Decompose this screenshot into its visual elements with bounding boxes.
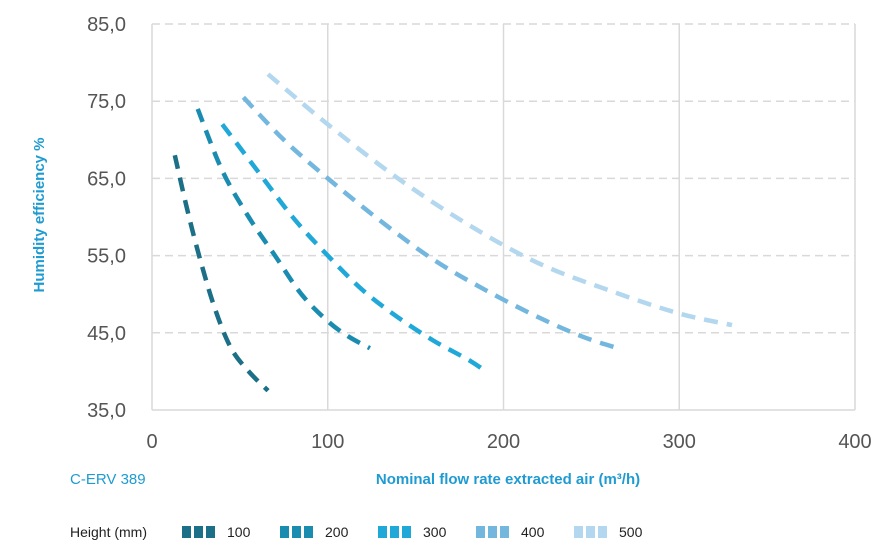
legend-item-500: 500 bbox=[574, 524, 643, 540]
y-tick-label: 75,0 bbox=[87, 91, 126, 113]
x-tick-label: 200 bbox=[487, 431, 520, 453]
x-tick-label: 100 bbox=[311, 431, 344, 453]
legend-label: 500 bbox=[619, 524, 643, 540]
series-line-400 bbox=[241, 95, 619, 351]
series-line-100 bbox=[172, 154, 270, 393]
legend-swatch bbox=[402, 526, 411, 538]
legend-item-400: 400 bbox=[476, 524, 545, 540]
legend-label: 100 bbox=[227, 524, 251, 540]
legend-swatch bbox=[586, 526, 595, 538]
legend-title: Height (mm) bbox=[70, 524, 147, 540]
tick-labels: 35,0 45,0 55,0 65,0 75,0 85,0 0 100 200 300 400 bbox=[87, 14, 872, 453]
legend-item-300: 300 bbox=[378, 524, 447, 540]
legend-swatch bbox=[390, 526, 399, 538]
y-tick-label: 35,0 bbox=[87, 400, 126, 422]
x-tick-label: 400 bbox=[838, 431, 871, 453]
legend-label: 300 bbox=[423, 524, 447, 540]
x-tick-label: 0 bbox=[146, 431, 157, 453]
legend: Height (mm) 100 200 300 400 500 bbox=[70, 524, 643, 540]
x-axis-label: Nominal flow rate extracted air (m³/h) bbox=[376, 471, 640, 488]
legend-label: 400 bbox=[521, 524, 545, 540]
legend-swatch bbox=[292, 526, 301, 538]
legend-swatch bbox=[598, 526, 607, 538]
legend-swatch bbox=[476, 526, 485, 538]
legend-swatch bbox=[304, 526, 313, 538]
y-tick-label: 55,0 bbox=[87, 246, 126, 268]
grid bbox=[151, 23, 856, 411]
legend-item-200: 200 bbox=[280, 524, 349, 540]
legend-item-100: 100 bbox=[182, 524, 251, 540]
model-label: C-ERV 389 bbox=[70, 471, 146, 488]
series-line-500 bbox=[266, 72, 733, 328]
legend-swatch bbox=[280, 526, 289, 538]
series-line-200 bbox=[195, 108, 371, 351]
y-axis-label: Humidity efficiency % bbox=[31, 137, 48, 292]
legend-swatch bbox=[194, 526, 203, 538]
x-tick-label: 300 bbox=[663, 431, 696, 453]
legend-swatch bbox=[206, 526, 215, 538]
y-tick-label: 65,0 bbox=[87, 168, 126, 190]
legend-swatch bbox=[574, 526, 583, 538]
legend-label: 200 bbox=[325, 524, 349, 540]
series-line-300 bbox=[220, 123, 488, 374]
legend-swatch bbox=[378, 526, 387, 538]
series-lines bbox=[172, 72, 733, 393]
legend-swatch bbox=[182, 526, 191, 538]
legend-swatch bbox=[500, 526, 509, 538]
y-tick-label: 45,0 bbox=[87, 323, 126, 345]
y-tick-label: 85,0 bbox=[87, 14, 126, 36]
legend-swatch bbox=[488, 526, 497, 538]
